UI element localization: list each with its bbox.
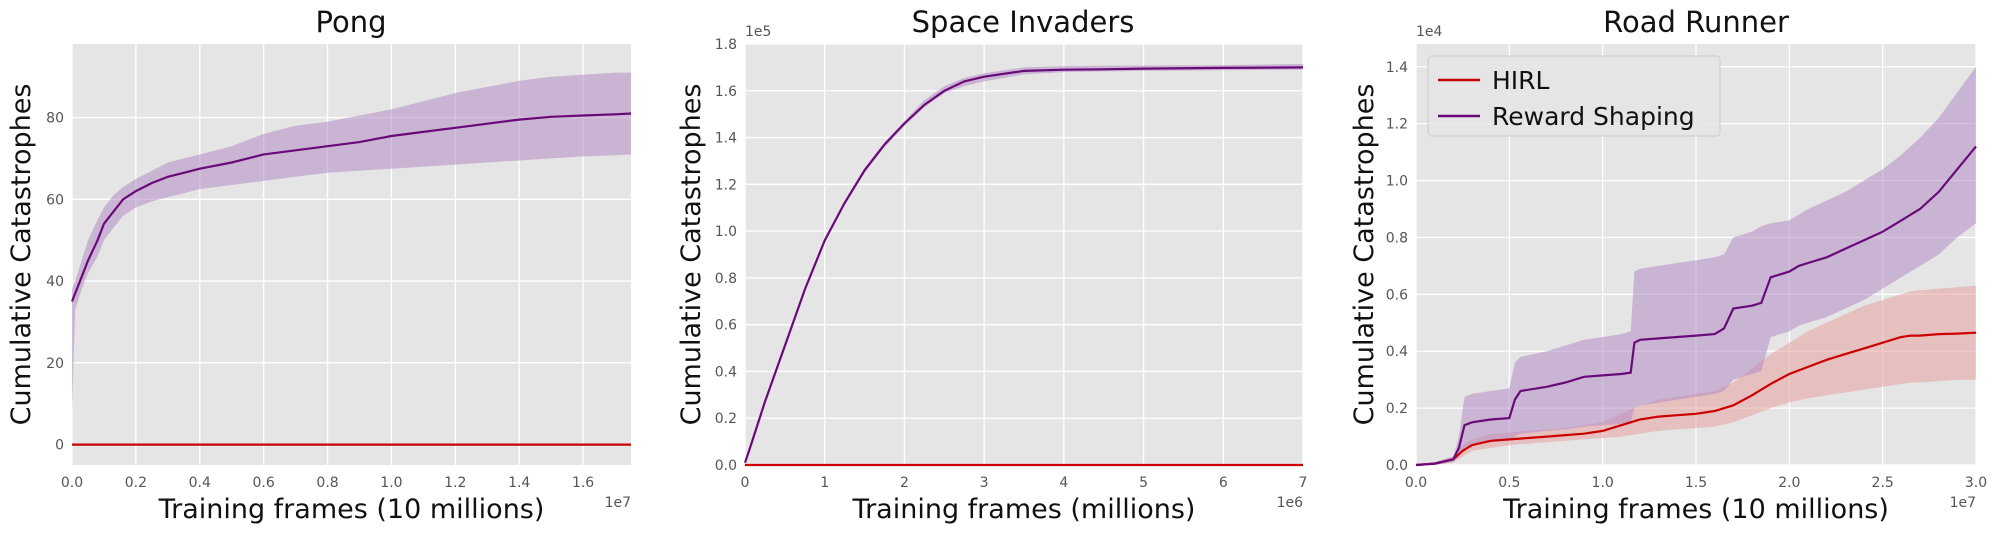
chart-panel-pong: Pong 0.0 0.2 0.4 0.6 0.8 1.0 1.2 1.4 1.6 0 20 40 60 8… [6,5,632,525]
y-tick-label: 1.0 [1386,174,1408,190]
x-tick-label: 1 [820,475,829,491]
x-tick-label: 2 [900,475,909,491]
confidence-band [1416,285,1976,465]
x-tick-label: 0.0 [1405,475,1427,491]
y-tick-label: 1.8 [715,37,737,53]
x-offset-label: 1e7 [1950,495,1976,511]
y-axis-label: Cumulative Catastrophes [6,84,37,426]
y-tick-label: 1.2 [715,177,737,193]
chart-title: Road Runner [1603,5,1789,39]
y-tick-label: 0.4 [715,364,737,380]
y-tick-label: 0.8 [715,271,737,287]
x-tick-label: 0.0 [61,475,83,491]
y-tick-label: 0.0 [715,458,737,474]
x-tick-label: 0.6 [253,475,275,491]
x-tick-label: 1.0 [1592,475,1614,491]
y-tick-label: 1.4 [715,131,737,147]
x-tick-label: 0.2 [125,475,147,491]
series-line [1415,331,1977,467]
x-offset-label: 1e6 [1277,495,1304,511]
y-tick-label: 0.2 [1386,401,1408,417]
x-tick-label: 0.8 [316,475,338,491]
y-axis-label: Cumulative Catastrophes [1349,84,1380,426]
x-tick-label: 7 [1299,475,1308,491]
x-tick-label: 2.0 [1778,475,1800,491]
series-line [743,66,1304,464]
y-tick-label: 0.4 [1386,344,1408,360]
legend-box [1427,55,1721,137]
series-line [70,112,632,302]
y-tick-label: 40 [46,274,64,290]
y-tick-label: 1.6 [715,84,737,100]
series-line [1415,145,1977,467]
y-tick-label: 1.4 [1386,60,1408,76]
y-axis-label: Cumulative Catastrophes [676,84,707,426]
x-tick-label: 1.5 [1685,475,1707,491]
legend: HIRL Reward Shaping [1427,55,1721,137]
x-tick-label: 5 [1139,475,1148,491]
legend-label: HIRL [1492,66,1550,95]
y-tick-label: 0.6 [1386,287,1408,303]
x-tick-label: 0 [741,475,750,491]
y-offset-label: 1e4 [1416,24,1443,40]
y-tick-label: 0.8 [1386,230,1408,246]
y-tick-label: 1.2 [1386,117,1408,133]
x-tick-label: 1.6 [572,475,594,491]
chart-panel-space-invaders: Space Invaders 0 1 2 3 4 5 6 7 0.0 0.2 0.4 0.6 0.8 1.… [676,5,1307,525]
y-offset-label: 1e5 [745,24,771,40]
x-tick-label: 0.4 [189,475,211,491]
chart-title: Space Invaders [912,5,1135,39]
x-tick-label: 1.4 [508,475,530,491]
x-axis-label: Training frames (millions) [852,494,1196,525]
x-tick-label: 6 [1219,475,1228,491]
confidence-band [72,72,631,412]
y-tick-label: 0.0 [1386,458,1408,474]
legend-label: Reward Shaping [1492,102,1695,131]
x-offset-label: 1e7 [605,495,631,511]
plot-area [745,44,1303,465]
x-tick-label: 2.5 [1872,475,1894,491]
y-tick-label: 0.6 [715,318,737,334]
y-tick-label: 80 [46,111,64,127]
x-tick-label: 0.5 [1498,475,1520,491]
x-tick-label: 3.0 [1965,475,1987,491]
x-tick-label: 1.2 [444,475,466,491]
chart-panel-road-runner: Road Runner 0.0 0.5 1.0 1.5 2.0 2.5 3.0 0.0 0.2 0… [1349,5,1987,525]
y-tick-label: 1.0 [715,224,737,240]
x-tick-label: 4 [1059,475,1068,491]
x-tick-label: 3 [980,475,989,491]
x-tick-label: 1.0 [380,475,402,491]
chart-title: Pong [316,5,387,39]
y-tick-label: 0 [55,438,64,454]
y-tick-label: 20 [46,356,64,372]
x-axis-label: Training frames (10 millions) [1502,494,1889,525]
y-tick-label: 60 [46,192,64,208]
x-axis-label: Training frames (10 millions) [158,494,545,525]
confidence-band [1416,66,1976,466]
y-tick-label: 0.2 [715,411,737,427]
